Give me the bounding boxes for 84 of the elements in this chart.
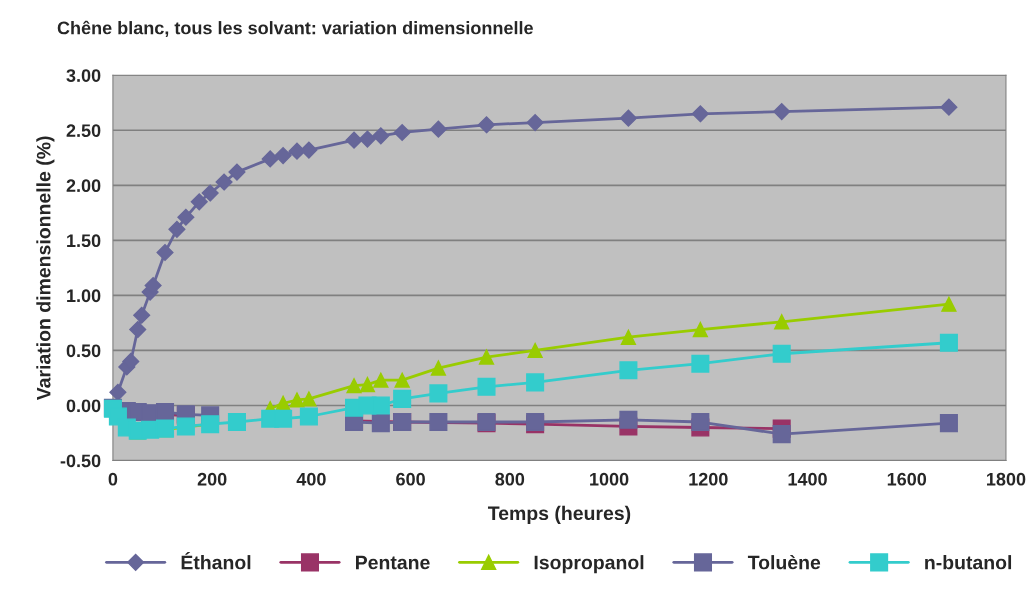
point xyxy=(133,306,151,324)
point xyxy=(274,147,292,165)
point xyxy=(345,131,363,149)
point xyxy=(773,103,791,121)
y-axis-title: Variation dimensionnelle (%) xyxy=(36,136,55,401)
legend-label: Isopropanol xyxy=(534,555,644,574)
point xyxy=(289,392,305,408)
point xyxy=(394,372,410,388)
point xyxy=(620,329,637,345)
point xyxy=(301,391,317,407)
point xyxy=(939,414,958,433)
y-tick-label: 2.50 xyxy=(66,124,101,138)
x-tick-label: 1400 xyxy=(788,472,827,486)
point xyxy=(228,163,246,181)
point xyxy=(215,173,233,191)
x-tick-label: 800 xyxy=(495,472,525,486)
legend-label: Pentane xyxy=(356,555,430,570)
point xyxy=(299,407,318,426)
point xyxy=(109,383,127,401)
point xyxy=(691,105,709,123)
point xyxy=(478,349,495,365)
x-axis-title: Temps (heures) xyxy=(487,505,631,524)
y-tick-label: -0.50 xyxy=(60,454,101,468)
point xyxy=(129,320,147,339)
point xyxy=(939,333,958,352)
point xyxy=(477,116,496,134)
point xyxy=(477,377,496,396)
point xyxy=(429,384,448,403)
point xyxy=(774,314,790,330)
point xyxy=(940,98,958,116)
point xyxy=(359,376,376,393)
point xyxy=(300,141,318,159)
x-tick-label: 1000 xyxy=(590,472,629,486)
point xyxy=(941,296,957,312)
point xyxy=(527,342,543,359)
point xyxy=(691,354,710,373)
y-tick-label: 1.00 xyxy=(67,289,101,303)
point xyxy=(429,412,448,432)
point xyxy=(371,396,390,415)
point xyxy=(772,425,791,444)
point xyxy=(772,344,791,363)
point xyxy=(430,360,447,376)
x-tick-label: 400 xyxy=(296,472,326,486)
point xyxy=(155,403,175,422)
point xyxy=(691,412,710,432)
point xyxy=(274,409,293,428)
point xyxy=(373,372,389,388)
x-tick-label: 1200 xyxy=(689,472,728,486)
chart-title: Chêne blanc, tous les solvant: variation dimensionnelle xyxy=(57,20,533,37)
x-tick-label: 600 xyxy=(396,472,425,486)
point xyxy=(227,412,246,432)
point xyxy=(176,417,195,436)
legend-label: Éthanol xyxy=(181,551,251,570)
point xyxy=(393,389,412,408)
point xyxy=(526,114,544,132)
point xyxy=(346,378,362,394)
y-tick-label: 3.00 xyxy=(66,69,101,82)
point xyxy=(619,361,638,380)
point xyxy=(168,220,186,238)
point xyxy=(177,208,195,226)
point xyxy=(371,414,390,433)
point xyxy=(619,109,637,127)
y-tick-label: 0.00 xyxy=(66,399,101,413)
y-tick-label: 2.00 xyxy=(66,179,101,193)
point xyxy=(190,193,208,211)
x-tick-label: 200 xyxy=(197,472,227,486)
point xyxy=(288,142,306,160)
point xyxy=(393,123,411,142)
x-tick-label: 0 xyxy=(108,472,118,486)
point xyxy=(526,373,545,392)
point xyxy=(201,184,219,202)
legend-label: n-butanol xyxy=(925,555,1012,570)
point xyxy=(619,410,638,429)
point xyxy=(692,321,708,338)
y-tick-label: 0.50 xyxy=(66,344,101,358)
y-tick-label: 1.50 xyxy=(67,234,101,248)
point xyxy=(261,150,279,168)
x-tick-label: 1800 xyxy=(987,472,1026,486)
point xyxy=(429,120,447,138)
x-tick-label: 1600 xyxy=(887,472,927,486)
point xyxy=(156,243,174,262)
legend-label: Toluène xyxy=(747,554,821,570)
point xyxy=(358,130,376,148)
point xyxy=(372,127,390,145)
